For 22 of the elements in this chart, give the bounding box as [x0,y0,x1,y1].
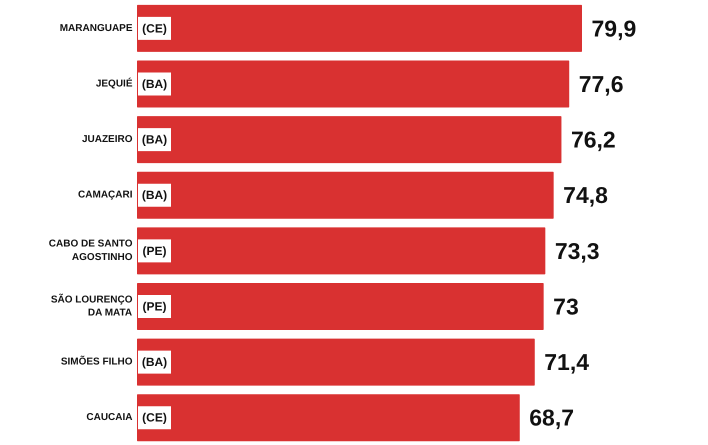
category-label: CAMAÇARI (BA) [78,188,168,202]
data-label: 68,7 [529,404,574,431]
bar [137,60,570,108]
category-label: CAUCAIA (CE) [86,410,167,425]
category-label: JUAZEIRO (BA) [82,132,168,147]
bar [137,282,544,330]
data-label: 76,2 [570,126,616,153]
data-label: 73,3 [554,238,600,264]
category-label: MARANGUAPE (CE) [60,21,167,36]
data-label: 74,8 [563,182,608,208]
bar [137,394,520,442]
data-label: 73 [553,293,579,320]
data-label: 79,9 [592,15,636,42]
bar [137,227,546,274]
bar [137,116,562,164]
category-label: SIMÕES FILHO (BA) [60,355,168,370]
data-label: 71,4 [544,349,590,376]
category-label: JEQUIÉ (BA) [96,76,168,91]
data-label: 77,6 [578,70,624,97]
bar [137,338,535,386]
bar [137,172,554,219]
bar [137,4,582,52]
